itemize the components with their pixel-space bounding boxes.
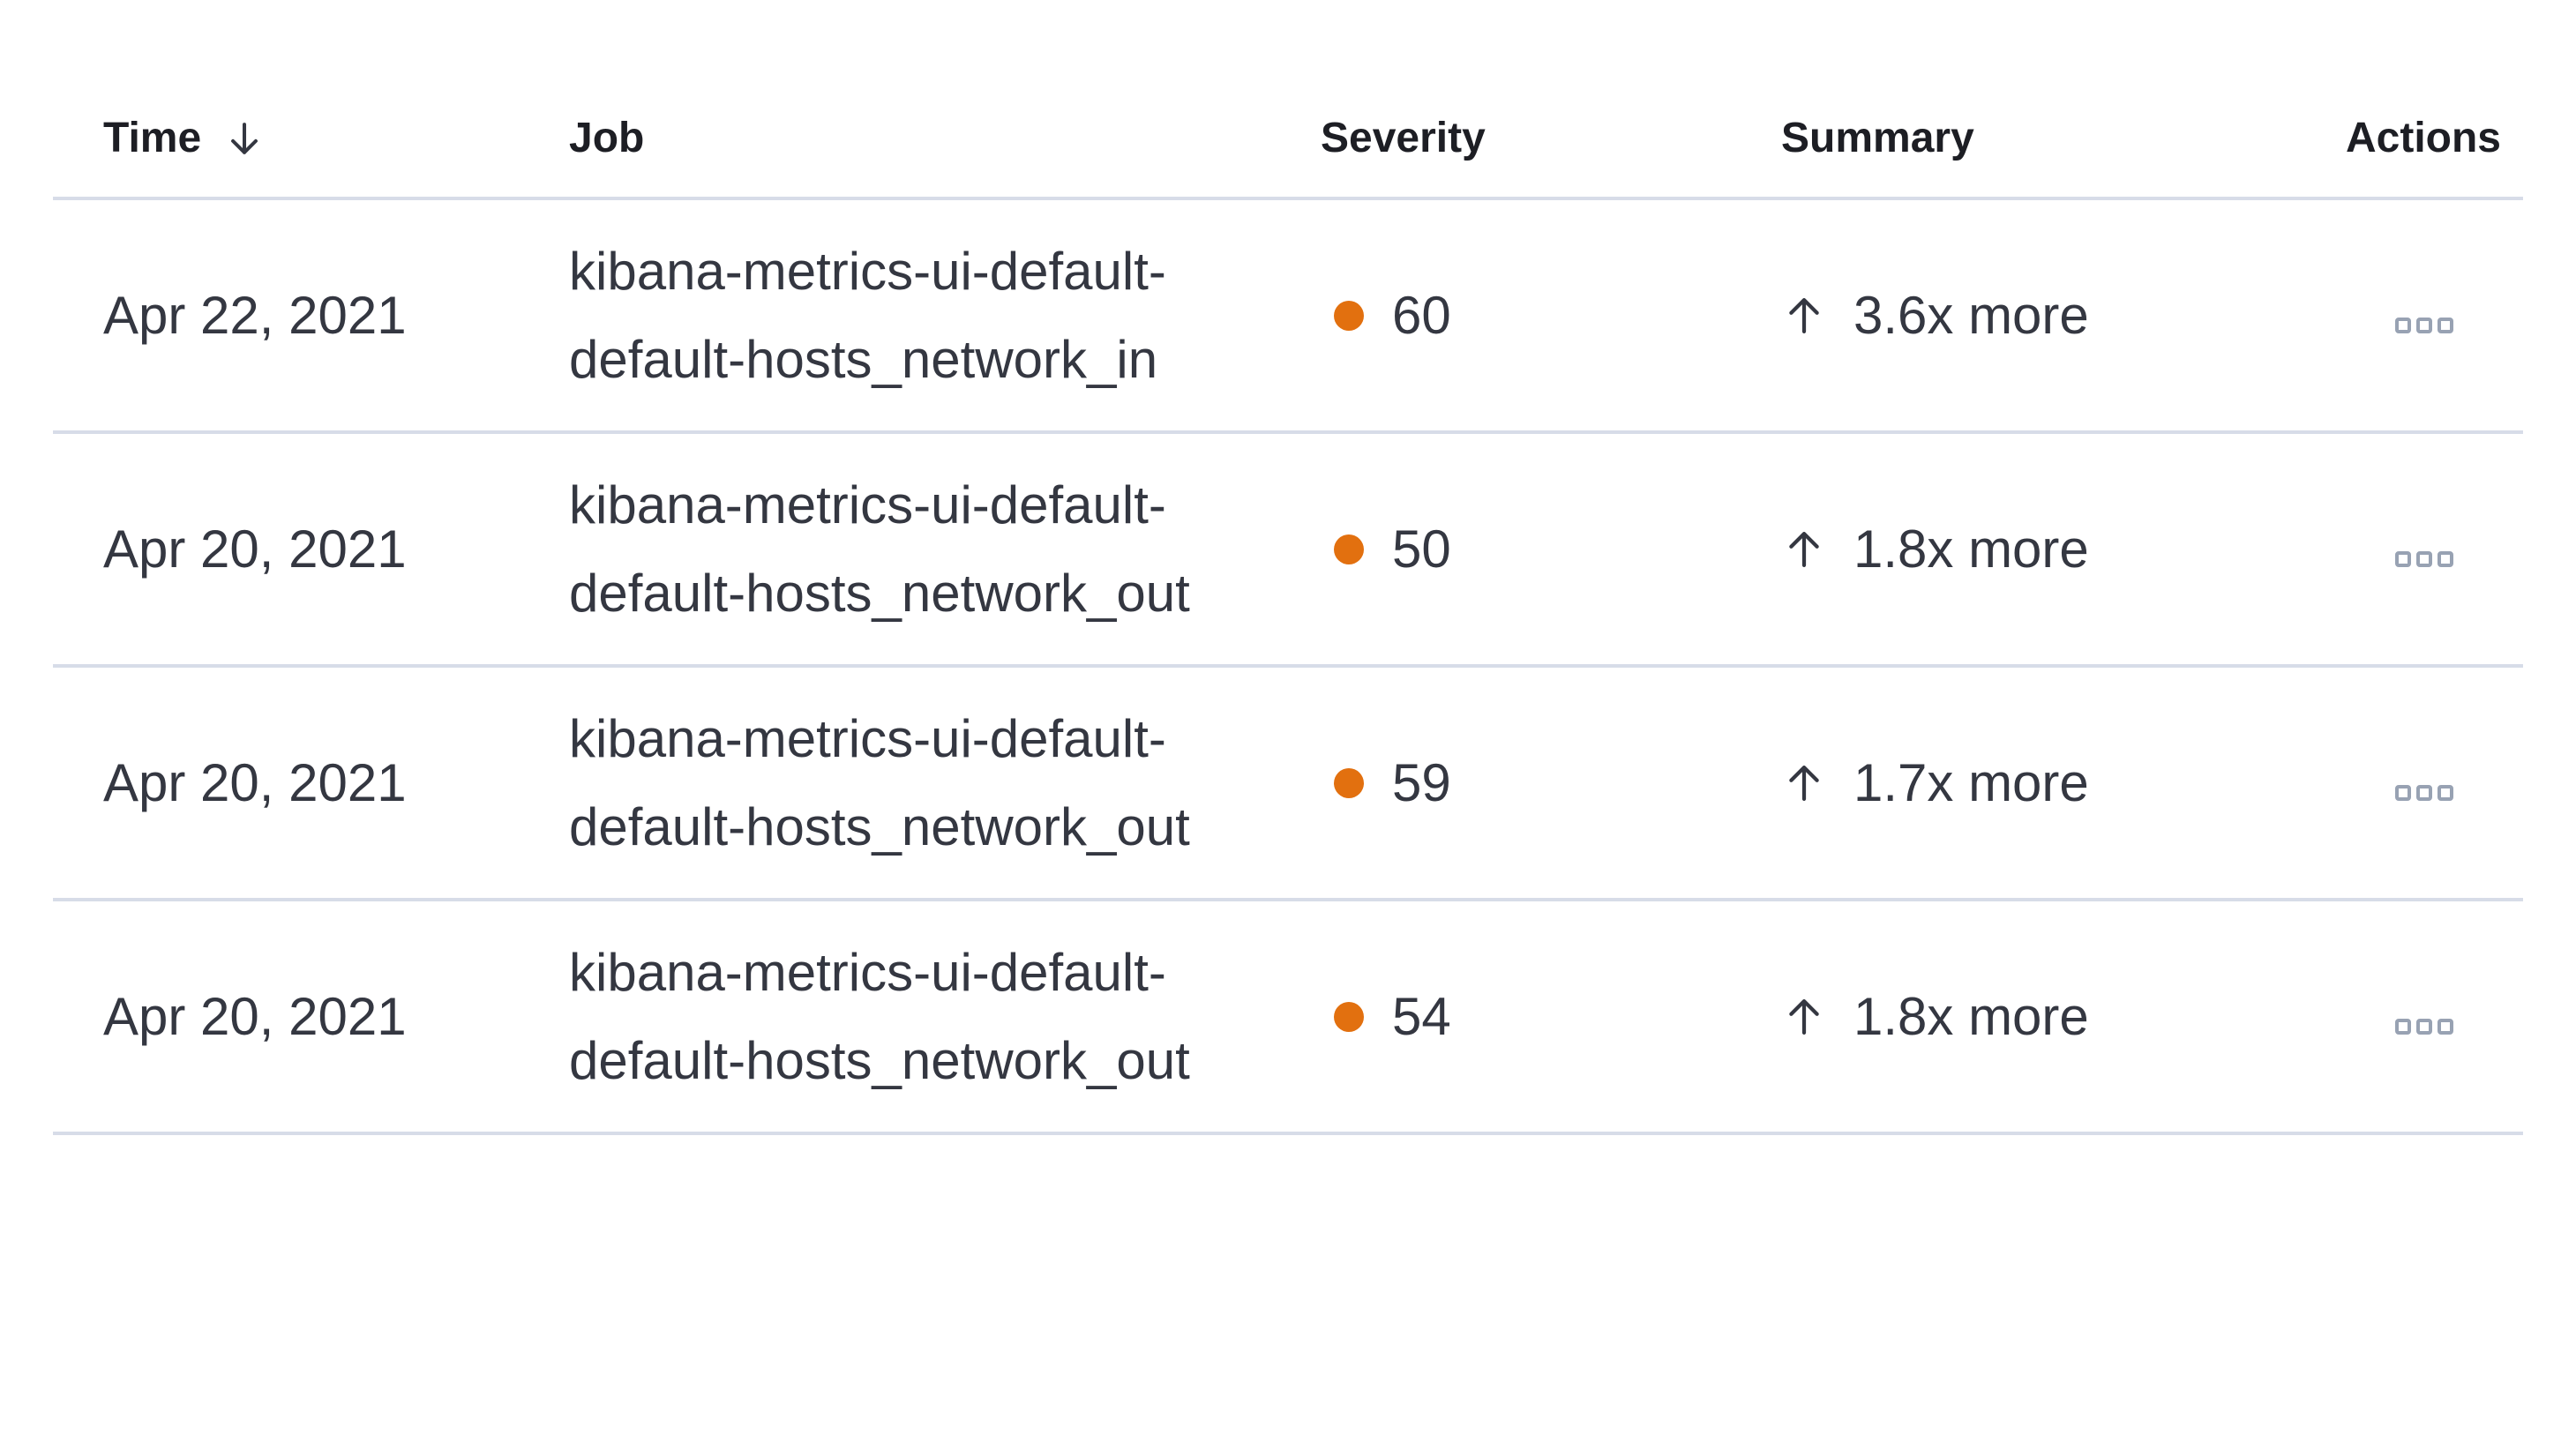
boxes-horizontal-icon (2395, 318, 2411, 333)
summary-cell: 1.8x more (1731, 432, 2258, 668)
row-actions-button[interactable] (2390, 312, 2459, 339)
severity-dot-icon (1334, 1001, 1364, 1032)
column-header-time[interactable]: Time (53, 79, 519, 200)
sort-descending-icon (224, 118, 265, 159)
actions-cell (2258, 432, 2523, 668)
summary-cell: 3.6x more (1731, 198, 2258, 434)
arrow-up-icon (1781, 527, 1827, 572)
severity-dot-icon (1334, 534, 1364, 564)
column-header-job: Job (519, 79, 1270, 200)
job-id: kibana-metrics-ui-default-default-hosts_… (569, 708, 1190, 856)
severity-value: 50 (1392, 519, 1451, 579)
row-actions-button[interactable] (2390, 546, 2459, 572)
severity-dot-icon (1334, 767, 1364, 798)
table-row: Apr 20, 2021 kibana-metrics-ui-default-d… (53, 666, 2523, 901)
summary-text: 1.8x more (1853, 519, 2089, 579)
column-header-summary: Summary (1731, 79, 2258, 200)
boxes-horizontal-icon (2395, 551, 2411, 567)
time-cell: Apr 22, 2021 (53, 198, 519, 434)
column-header-severity: Severity (1270, 79, 1731, 200)
table-row: Apr 22, 2021 kibana-metrics-ui-default-d… (53, 198, 2523, 434)
arrow-up-icon (1781, 994, 1827, 1040)
row-actions-button[interactable] (2390, 780, 2459, 806)
arrow-up-icon (1781, 293, 1827, 339)
job-cell: kibana-metrics-ui-default-default-hosts_… (519, 432, 1270, 668)
actions-cell (2258, 198, 2523, 434)
boxes-horizontal-icon (2395, 785, 2411, 801)
job-cell: kibana-metrics-ui-default-default-hosts_… (519, 198, 1270, 434)
table-header: Time Job Severity Summary Actions (53, 79, 2523, 200)
summary-text: 1.7x more (1853, 753, 2089, 812)
actions-cell (2258, 666, 2523, 901)
column-header-actions: Actions (2258, 79, 2523, 200)
severity-value: 60 (1392, 286, 1451, 345)
summary-cell: 1.8x more (1731, 900, 2258, 1135)
anomalies-table: Time Job Severity Summary Actions Apr 22… (53, 79, 2523, 1135)
table-row: Apr 20, 2021 kibana-metrics-ui-default-d… (53, 432, 2523, 668)
severity-cell: 54 (1270, 900, 1731, 1135)
severity-dot-icon (1334, 300, 1364, 331)
severity-value: 59 (1392, 753, 1451, 812)
actions-cell (2258, 900, 2523, 1135)
summary-text: 3.6x more (1853, 286, 2089, 345)
time-cell: Apr 20, 2021 (53, 900, 519, 1135)
summary-cell: 1.7x more (1731, 666, 2258, 901)
column-header-time-label: Time (103, 115, 202, 161)
job-cell: kibana-metrics-ui-default-default-hosts_… (519, 900, 1270, 1135)
time-cell: Apr 20, 2021 (53, 666, 519, 901)
job-id: kibana-metrics-ui-default-default-hosts_… (569, 942, 1190, 1090)
boxes-horizontal-icon (2395, 1019, 2411, 1035)
row-actions-button[interactable] (2390, 1013, 2459, 1040)
table-row: Apr 20, 2021 kibana-metrics-ui-default-d… (53, 900, 2523, 1135)
severity-cell: 50 (1270, 432, 1731, 668)
summary-text: 1.8x more (1853, 987, 2089, 1046)
severity-value: 54 (1392, 987, 1451, 1046)
job-cell: kibana-metrics-ui-default-default-hosts_… (519, 666, 1270, 901)
severity-cell: 60 (1270, 198, 1731, 434)
job-id: kibana-metrics-ui-default-default-hosts_… (569, 475, 1190, 623)
arrow-up-icon (1781, 760, 1827, 806)
time-cell: Apr 20, 2021 (53, 432, 519, 668)
severity-cell: 59 (1270, 666, 1731, 901)
header-row: Time Job Severity Summary Actions (53, 79, 2523, 200)
job-id: kibana-metrics-ui-default-default-hosts_… (569, 241, 1166, 389)
table-body: Apr 22, 2021 kibana-metrics-ui-default-d… (53, 198, 2523, 1135)
